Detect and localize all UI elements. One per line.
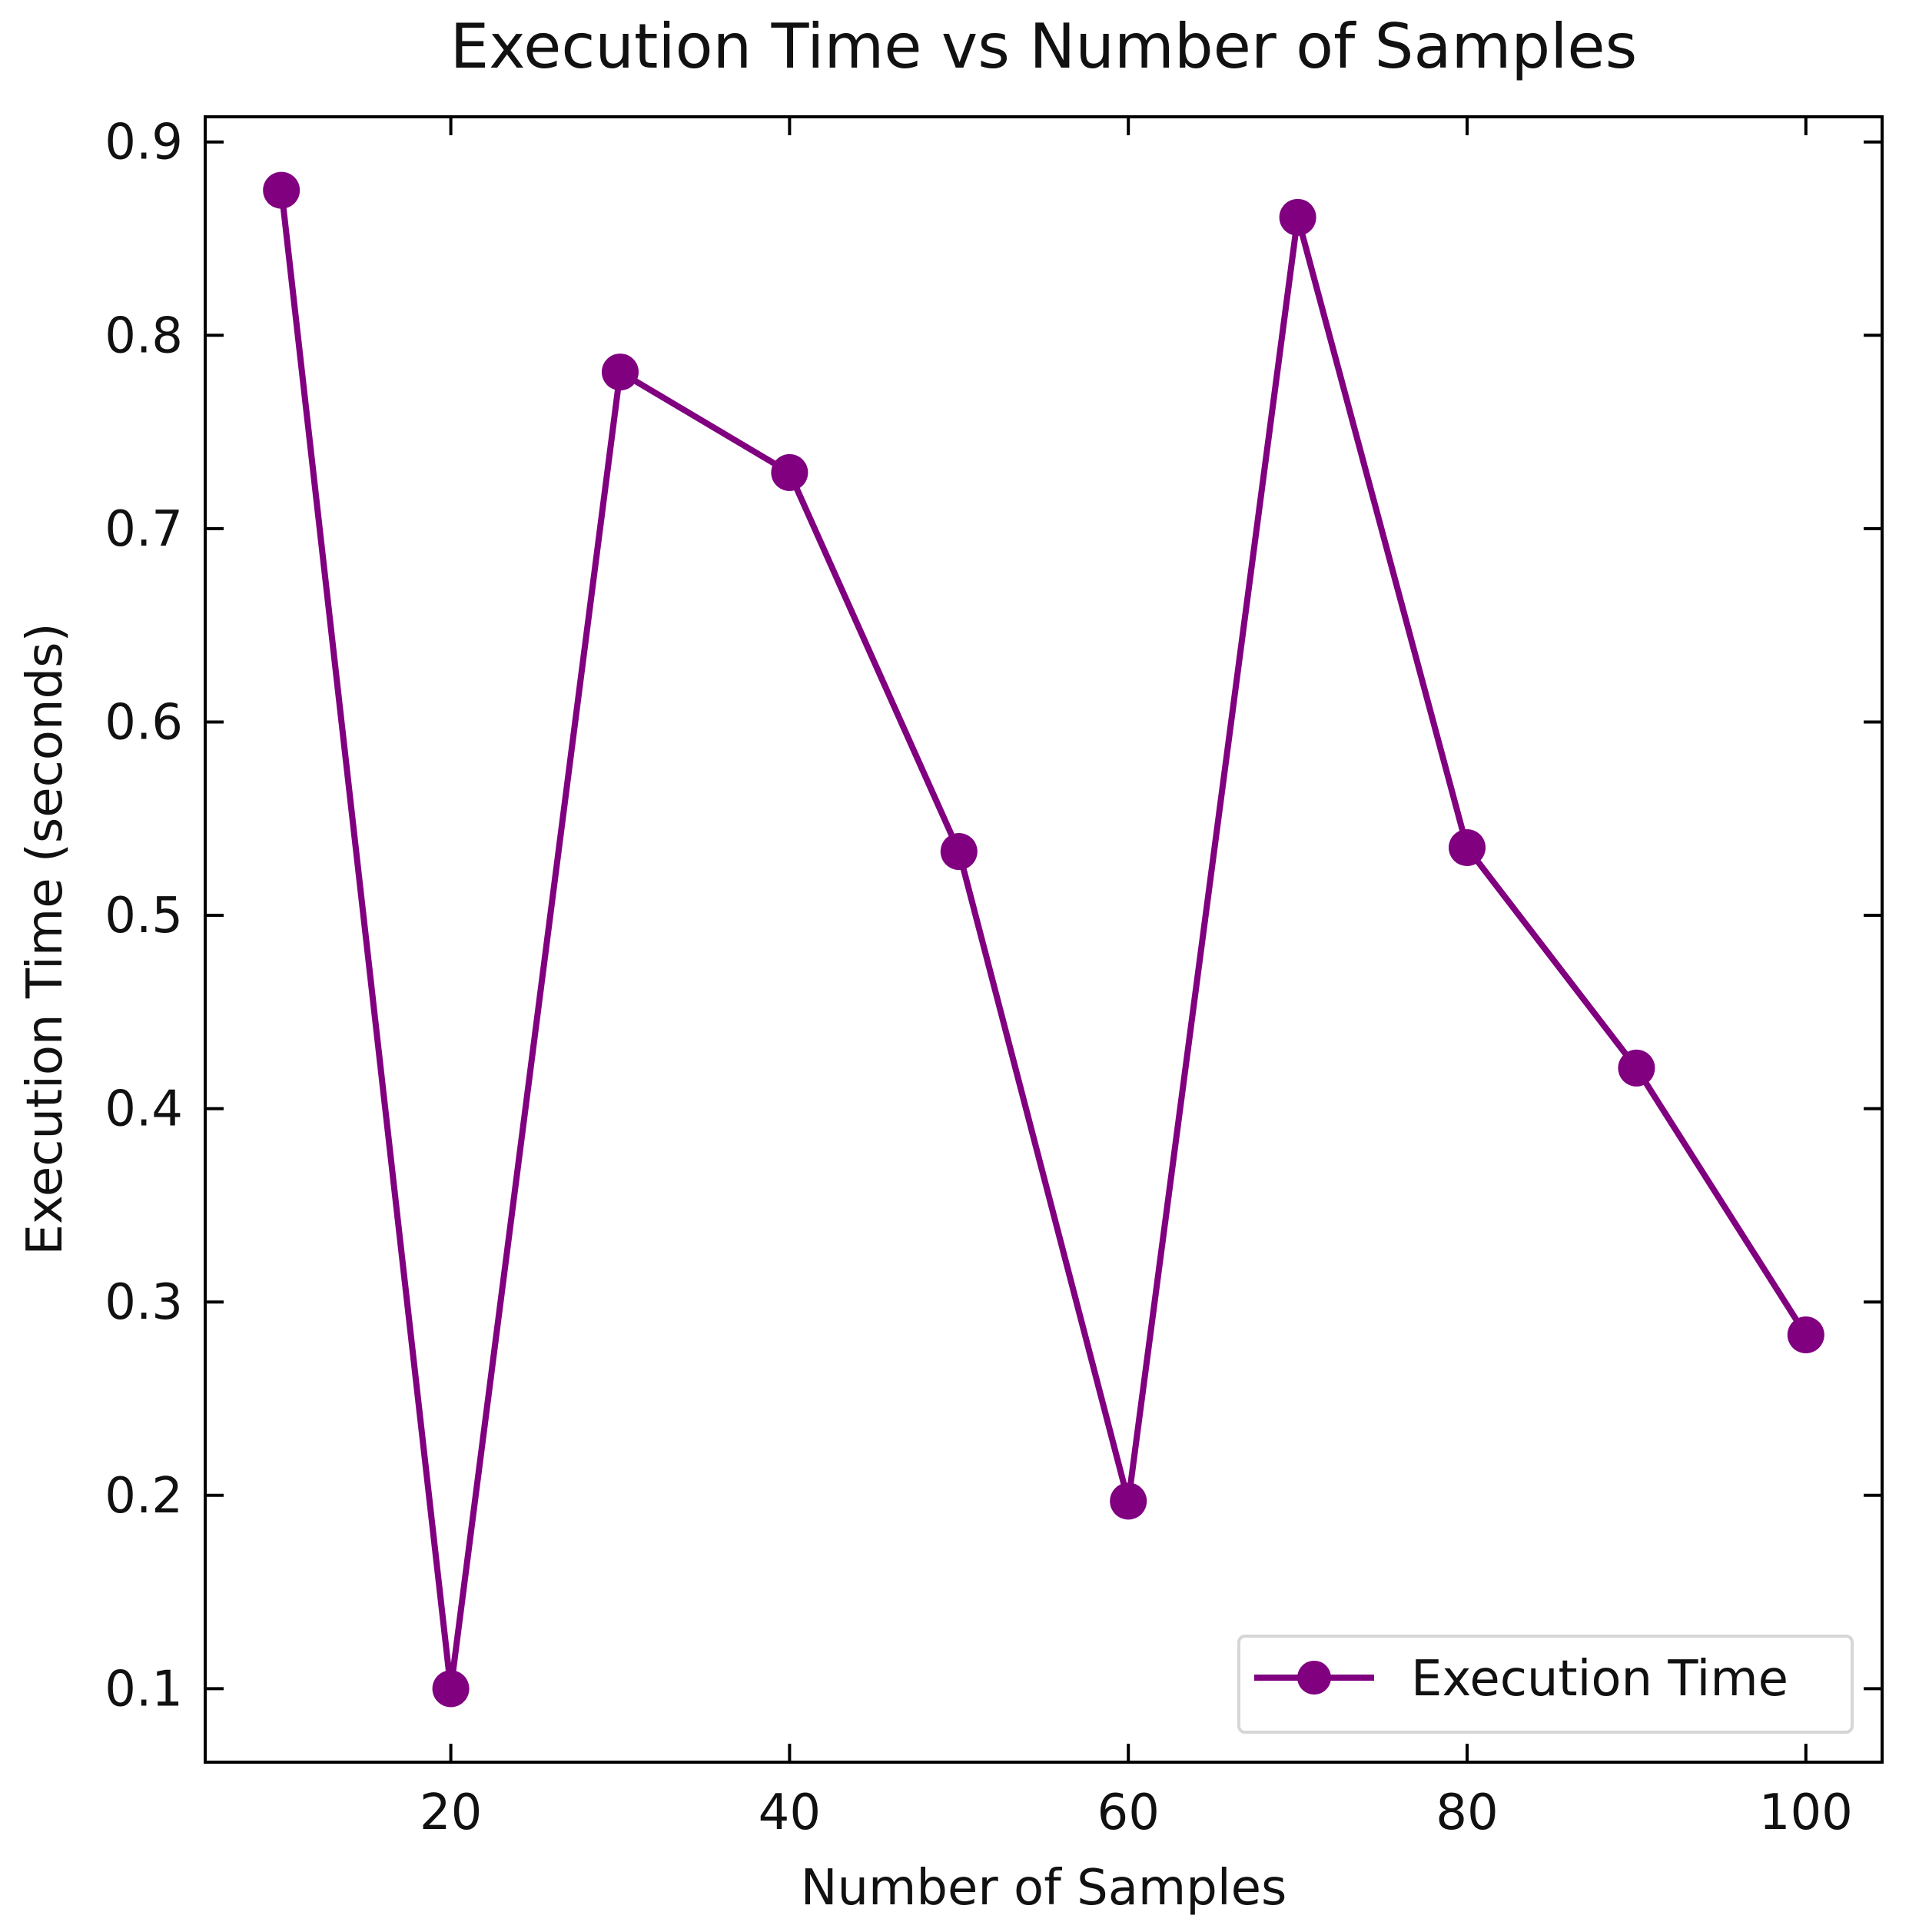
axis-tick-labels: 20 40 60 80 100 0.1 0.2 0.3 0.4 0.5 0.6 0.7 0.8 0.9 bbox=[105, 115, 1853, 1841]
x-axis-label: Number of Samples bbox=[801, 1860, 1287, 1917]
legend-box bbox=[1237, 1635, 1854, 1734]
y-tick-label: 0.5 bbox=[105, 888, 183, 944]
data-point bbox=[432, 1670, 470, 1708]
data-point bbox=[940, 833, 978, 871]
data-point bbox=[601, 354, 639, 391]
data-point bbox=[1449, 828, 1486, 866]
plot-area-frame bbox=[204, 115, 1884, 1764]
series-layer bbox=[263, 171, 1824, 1708]
chart-title: Execution Time vs Number of Samples bbox=[450, 11, 1638, 82]
y-tick-label: 0.7 bbox=[105, 501, 183, 558]
series-line bbox=[278, 187, 1809, 1692]
y-tick-label: 0.2 bbox=[105, 1468, 183, 1525]
x-tick-label: 20 bbox=[420, 1784, 482, 1841]
y-tick-label: 0.6 bbox=[105, 694, 183, 751]
legend-marker-swatch bbox=[1297, 1661, 1331, 1695]
x-tick-label: 100 bbox=[1759, 1784, 1853, 1841]
axis-ticks bbox=[205, 117, 1882, 1762]
data-point bbox=[1787, 1316, 1824, 1353]
legend-entry-label: Execution Time bbox=[1411, 1651, 1788, 1708]
x-tick-label: 60 bbox=[1097, 1784, 1159, 1841]
data-point bbox=[263, 171, 300, 209]
data-point bbox=[1110, 1482, 1147, 1520]
x-tick-label: 80 bbox=[1436, 1784, 1498, 1841]
y-tick-label: 0.3 bbox=[105, 1274, 183, 1331]
y-tick-label: 0.4 bbox=[105, 1081, 183, 1138]
y-tick-label: 0.1 bbox=[105, 1661, 183, 1718]
x-tick-label: 40 bbox=[759, 1784, 821, 1841]
data-point bbox=[771, 453, 808, 491]
y-tick-label: 0.9 bbox=[105, 115, 183, 171]
y-axis-label: Execution Time (seconds) bbox=[17, 623, 74, 1256]
legend: Execution Time bbox=[1237, 1635, 1854, 1734]
y-tick-label: 0.8 bbox=[105, 307, 183, 364]
data-point bbox=[1279, 198, 1316, 236]
data-point bbox=[1618, 1049, 1655, 1087]
